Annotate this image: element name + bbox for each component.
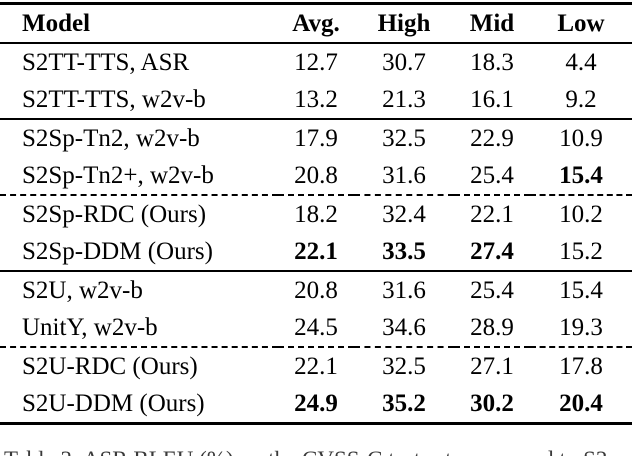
model-cell: S2TT-TTS, w2v-b xyxy=(22,85,206,113)
value-cell: 15.2 xyxy=(559,237,603,265)
value-cell: 19.3 xyxy=(559,313,603,341)
model-cell: UnitY, w2v-b xyxy=(22,313,158,341)
model-cell: S2Sp-Tn2+, w2v-b xyxy=(22,161,214,189)
value-cell: 35.2 xyxy=(382,389,426,417)
table-body: S2TT-TTS, ASR 12.7 30.7 18.3 4.4 S2TT-TT… xyxy=(0,43,632,424)
table-row: S2U, w2v-b 20.8 31.6 25.4 15.4 xyxy=(0,270,632,309)
results-table: Model Avg. High Mid Low S2TT-TTS, ASR 12… xyxy=(0,2,632,425)
table-row: S2TT-TTS, w2v-b 13.2 21.3 16.1 9.2 xyxy=(0,81,632,119)
table-row: S2U-RDC (Ours) 22.1 32.5 27.1 17.8 xyxy=(0,346,632,385)
value-cell: 13.2 xyxy=(294,85,338,113)
value-cell: 32.5 xyxy=(354,118,454,157)
table-header: Model Avg. High Mid Low xyxy=(0,3,632,44)
column-header-high: High xyxy=(354,3,454,44)
value-cell: 4.4 xyxy=(565,48,597,76)
value-cell: 22.1 xyxy=(454,194,530,233)
value-cell: 24.5 xyxy=(294,313,338,341)
value-cell: 20.8 xyxy=(278,270,354,309)
model-cell: S2U-DDM (Ours) xyxy=(22,389,205,417)
table-row: UnitY, w2v-b 24.5 34.6 28.9 19.3 xyxy=(0,309,632,347)
value-cell: 9.2 xyxy=(565,85,597,113)
value-cell: 22.9 xyxy=(454,118,530,157)
table-row: S2Sp-Tn2+, w2v-b 20.8 31.6 25.4 15.4 xyxy=(0,157,632,195)
model-cell: S2U, w2v-b xyxy=(0,270,278,309)
table-row: S2U-DDM (Ours) 24.9 35.2 30.2 20.4 xyxy=(0,385,632,424)
value-cell: 16.1 xyxy=(470,85,514,113)
value-cell: 22.1 xyxy=(278,346,354,385)
value-cell: 34.6 xyxy=(382,313,426,341)
column-header-low: Low xyxy=(530,3,632,44)
header-row: Model Avg. High Mid Low xyxy=(0,3,632,44)
value-cell: 17.8 xyxy=(530,346,632,385)
value-cell: 28.9 xyxy=(470,313,514,341)
value-cell: 32.4 xyxy=(354,194,454,233)
table-caption: Table 3: ASR BLEU (%) on the CVSS-C test… xyxy=(4,447,628,456)
value-cell: 22.1 xyxy=(294,237,338,265)
value-cell: 25.4 xyxy=(470,161,514,189)
value-cell: 27.1 xyxy=(454,346,530,385)
value-cell: 30.7 xyxy=(382,48,426,76)
table-row: S2Sp-Tn2, w2v-b 17.9 32.5 22.9 10.9 xyxy=(0,118,632,157)
value-cell: 32.5 xyxy=(354,346,454,385)
value-cell: 25.4 xyxy=(454,270,530,309)
value-cell: 24.9 xyxy=(294,389,338,417)
model-cell: S2TT-TTS, ASR xyxy=(22,48,190,76)
value-cell: 20.8 xyxy=(294,161,338,189)
value-cell: 27.4 xyxy=(470,237,514,265)
column-header-avg: Avg. xyxy=(278,3,354,44)
value-cell: 15.4 xyxy=(559,161,603,189)
value-cell: 31.6 xyxy=(382,161,426,189)
value-cell: 20.4 xyxy=(559,389,603,417)
value-cell: 17.9 xyxy=(278,118,354,157)
value-cell: 18.3 xyxy=(470,48,514,76)
value-cell: 21.3 xyxy=(382,85,426,113)
value-cell: 12.7 xyxy=(294,48,338,76)
value-cell: 15.4 xyxy=(530,270,632,309)
model-cell: S2Sp-RDC (Ours) xyxy=(0,194,278,233)
table-row: S2Sp-DDM (Ours) 22.1 33.5 27.4 15.2 xyxy=(0,233,632,271)
value-cell: 10.9 xyxy=(530,118,632,157)
value-cell: 18.2 xyxy=(278,194,354,233)
value-cell: 31.6 xyxy=(354,270,454,309)
value-cell: 30.2 xyxy=(470,389,514,417)
model-cell: S2Sp-DDM (Ours) xyxy=(22,237,213,265)
column-header-model: Model xyxy=(0,3,278,44)
value-cell: 33.5 xyxy=(382,237,426,265)
column-header-mid: Mid xyxy=(454,3,530,44)
model-cell: S2Sp-Tn2, w2v-b xyxy=(0,118,278,157)
table-row: S2TT-TTS, ASR 12.7 30.7 18.3 4.4 xyxy=(0,43,632,81)
table-row: S2Sp-RDC (Ours) 18.2 32.4 22.1 10.2 xyxy=(0,194,632,233)
model-cell: S2U-RDC (Ours) xyxy=(0,346,278,385)
value-cell: 10.2 xyxy=(530,194,632,233)
